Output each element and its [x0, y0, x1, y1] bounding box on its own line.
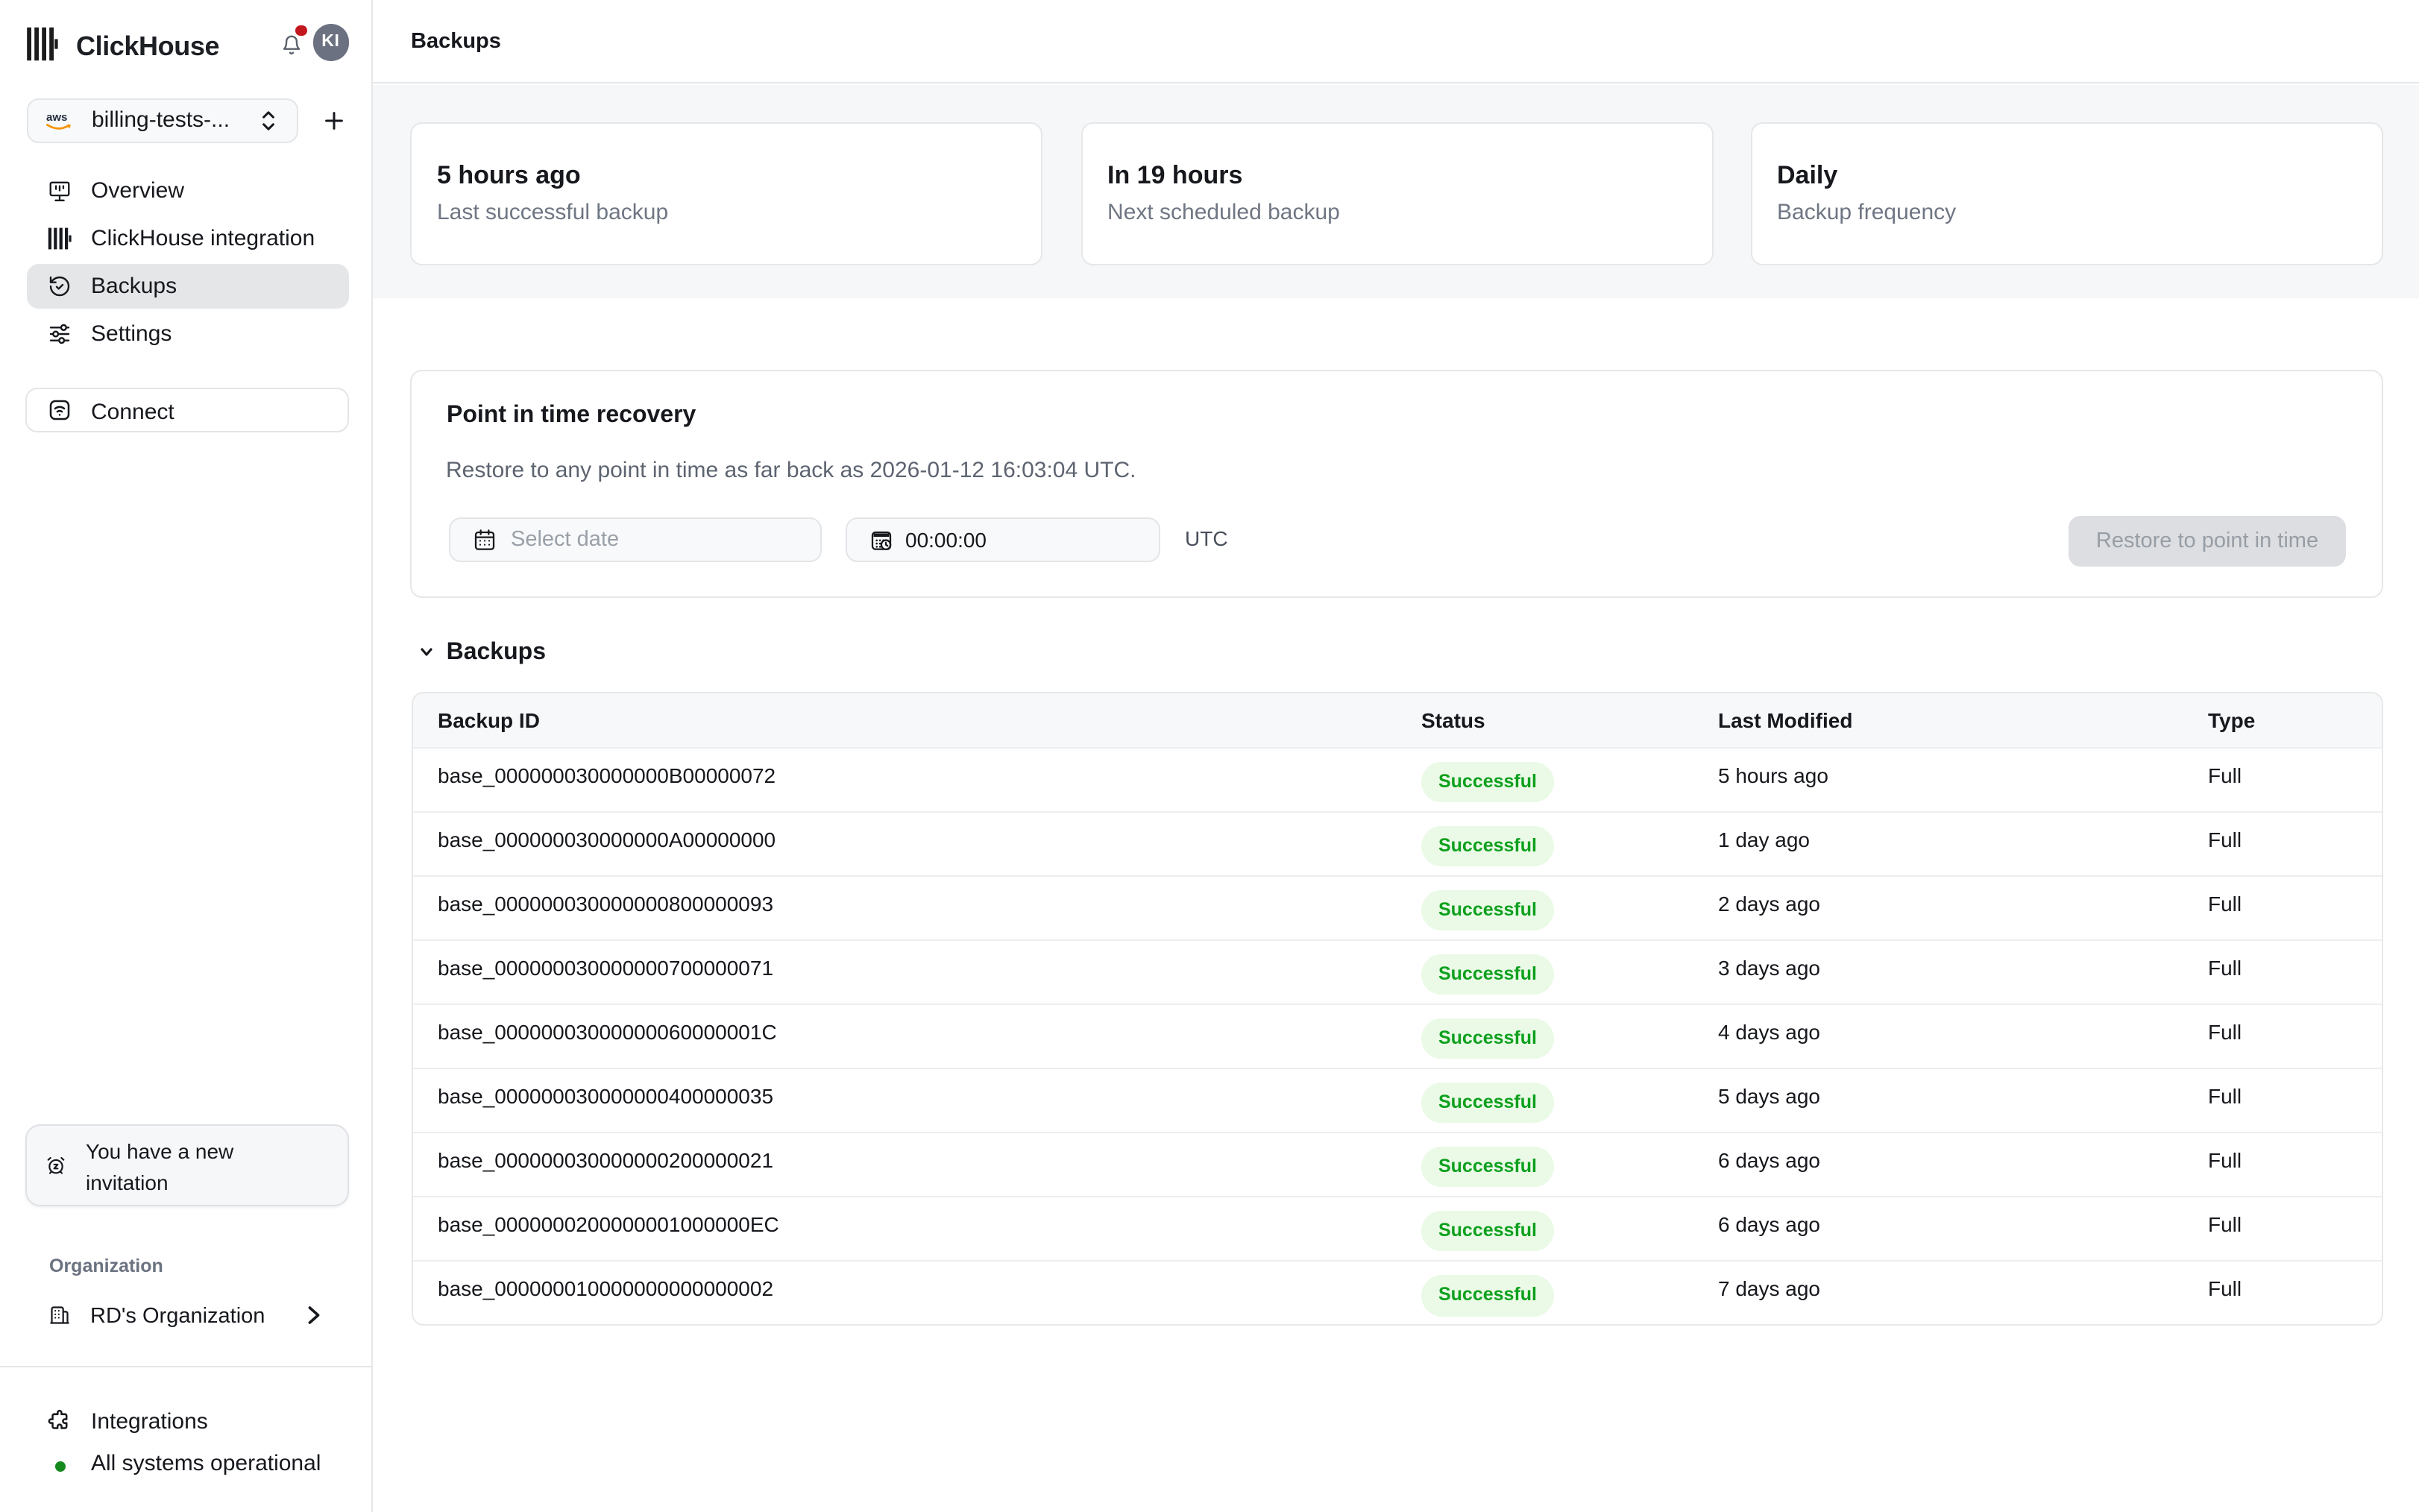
svg-text:aws: aws: [45, 111, 66, 124]
